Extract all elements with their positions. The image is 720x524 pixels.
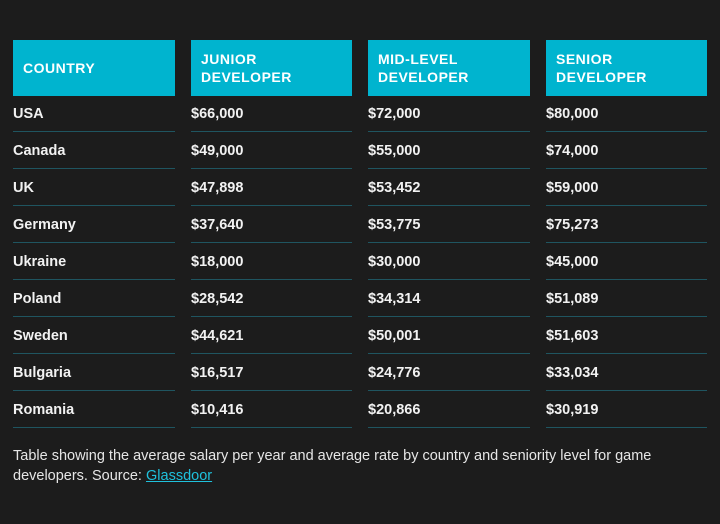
salary-cell: $30,000 bbox=[368, 244, 530, 280]
salary-cell: $51,603 bbox=[546, 318, 707, 354]
salary-cell: $51,089 bbox=[546, 281, 707, 317]
salary-cell: $53,775 bbox=[368, 207, 530, 243]
country-cell: UK bbox=[13, 170, 175, 206]
salary-cell: $33,034 bbox=[546, 355, 707, 391]
salary-cell: $59,000 bbox=[546, 170, 707, 206]
salary-cell: $34,314 bbox=[368, 281, 530, 317]
salary-cell: $55,000 bbox=[368, 133, 530, 169]
salary-cell: $45,000 bbox=[546, 244, 707, 280]
salary-cell: $53,452 bbox=[368, 170, 530, 206]
country-cell: Sweden bbox=[13, 318, 175, 354]
salary-cell: $49,000 bbox=[191, 133, 352, 169]
salary-cell: $47,898 bbox=[191, 170, 352, 206]
salary-cell: $10,416 bbox=[191, 392, 352, 428]
salary-cell: $18,000 bbox=[191, 244, 352, 280]
header-cell: COUNTRY bbox=[13, 40, 175, 96]
salary-cell: $80,000 bbox=[546, 96, 707, 132]
header-cell: SENIOR DEVELOPER bbox=[546, 40, 707, 96]
salary-cell: $30,919 bbox=[546, 392, 707, 428]
salary-cell: $74,000 bbox=[546, 133, 707, 169]
salary-cell: $50,001 bbox=[368, 318, 530, 354]
country-cell: Ukraine bbox=[13, 244, 175, 280]
salary-cell: $44,621 bbox=[191, 318, 352, 354]
caption-text: Table showing the average salary per yea… bbox=[13, 448, 652, 484]
salary-cell: $37,640 bbox=[191, 207, 352, 243]
source-link[interactable]: Glassdoor bbox=[146, 468, 213, 484]
salary-cell: $72,000 bbox=[368, 96, 530, 132]
salary-cell: $20,866 bbox=[368, 392, 530, 428]
salary-cell: $75,273 bbox=[546, 207, 707, 243]
header-cell: MID-LEVEL DEVELOPER bbox=[368, 40, 530, 96]
salary-cell: $24,776 bbox=[368, 355, 530, 391]
country-cell: Germany bbox=[13, 207, 175, 243]
country-cell: Canada bbox=[13, 133, 175, 169]
caption: Table showing the average salary per yea… bbox=[13, 446, 703, 486]
country-cell: Poland bbox=[13, 281, 175, 317]
header-cell: JUNIOR DEVELOPER bbox=[191, 40, 352, 96]
country-cell: Bulgaria bbox=[13, 355, 175, 391]
country-cell: Romania bbox=[13, 392, 175, 428]
salary-cell: $28,542 bbox=[191, 281, 352, 317]
salary-cell: $66,000 bbox=[191, 96, 352, 132]
country-cell: USA bbox=[13, 96, 175, 132]
salary-cell: $16,517 bbox=[191, 355, 352, 391]
